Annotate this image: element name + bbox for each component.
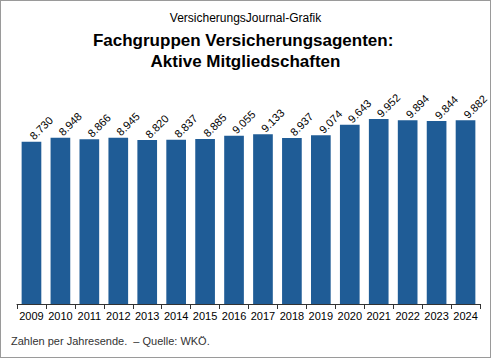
svg-text:9.844: 9.844 — [432, 93, 460, 121]
svg-text:8.730: 8.730 — [27, 114, 55, 142]
svg-text:2024: 2024 — [453, 310, 477, 322]
svg-text:9.643: 9.643 — [346, 97, 374, 125]
svg-text:2017: 2017 — [251, 310, 275, 322]
svg-text:2011: 2011 — [78, 310, 102, 322]
svg-text:2022: 2022 — [395, 310, 419, 322]
svg-text:2019: 2019 — [309, 310, 333, 322]
svg-text:9.952: 9.952 — [374, 91, 402, 119]
svg-text:2014: 2014 — [164, 310, 188, 322]
svg-text:2018: 2018 — [280, 310, 304, 322]
svg-text:9.894: 9.894 — [403, 92, 431, 120]
svg-text:2016: 2016 — [222, 310, 246, 322]
svg-text:2012: 2012 — [106, 310, 130, 322]
svg-text:8.866: 8.866 — [85, 112, 113, 140]
svg-text:9.055: 9.055 — [230, 108, 258, 136]
svg-text:8.885: 8.885 — [201, 111, 229, 139]
svg-text:VersicherungsJournal-Grafik: VersicherungsJournal-Grafik — [170, 11, 322, 25]
svg-text:9.074: 9.074 — [317, 108, 345, 136]
svg-text:9.882: 9.882 — [461, 93, 489, 121]
svg-text:8.937: 8.937 — [288, 110, 316, 138]
svg-text:2013: 2013 — [135, 310, 159, 322]
svg-text:2015: 2015 — [193, 310, 217, 322]
svg-text:2009: 2009 — [19, 310, 43, 322]
svg-text:2020: 2020 — [338, 310, 362, 322]
svg-text:8.820: 8.820 — [143, 112, 171, 140]
svg-text:2021: 2021 — [366, 310, 390, 322]
svg-text:8.945: 8.945 — [114, 110, 142, 138]
svg-text:Aktive Mitgliedschaften: Aktive Mitgliedschaften — [151, 52, 341, 71]
svg-text:Fachgruppen Versicherungsagent: Fachgruppen Versicherungsagenten: — [93, 31, 398, 50]
svg-text:8.948: 8.948 — [56, 110, 84, 138]
svg-text:2023: 2023 — [424, 310, 448, 322]
svg-text:2010: 2010 — [48, 310, 72, 322]
svg-text:8.837: 8.837 — [172, 112, 200, 140]
svg-text:9.133: 9.133 — [259, 107, 287, 135]
svg-text:Zahlen per Jahresende. – Quel: Zahlen per Jahresende. – Quelle: WKÖ. — [11, 335, 210, 347]
